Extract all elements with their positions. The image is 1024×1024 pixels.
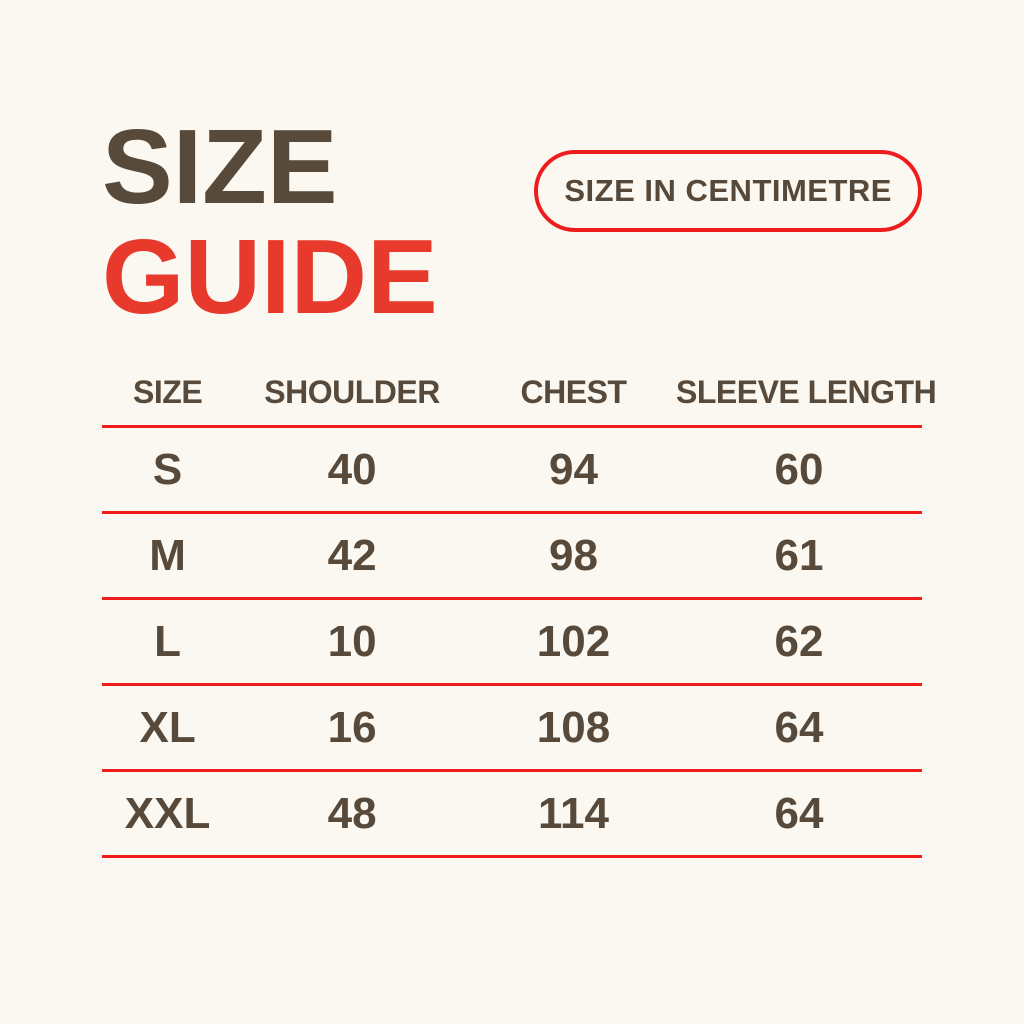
column-header-shoulder: SHOULDER (264, 374, 440, 410)
table-cell-size: S (152, 444, 183, 494)
column-header-sleeve-length: SLEEVE LENGTH (675, 374, 937, 410)
column-header-size: SIZE (133, 374, 203, 410)
column-header-chest: CHEST (520, 374, 627, 410)
table-cell-shoulder: 48 (327, 788, 377, 838)
table-cell-shoulder: 16 (327, 702, 377, 752)
table-cell-sleeve-length: 64 (774, 788, 824, 838)
table-cell-sleeve-length: 62 (774, 616, 824, 666)
table-header-row: SIZE SHOULDER CHEST SLEEVE LENGTH (102, 360, 937, 428)
table-cell-sleeve-length: 64 (774, 702, 824, 752)
table-row-xxl: XXL 48 114 64 (102, 772, 922, 858)
table-cell-size: XL (139, 702, 196, 752)
table-cell-shoulder: 42 (327, 530, 377, 580)
size-table: SIZE SHOULDER CHEST SLEEVE LENGTH S 40 9… (102, 360, 937, 858)
table-cell-size: XXL (124, 788, 211, 838)
table-row-m: M 42 98 61 (102, 514, 922, 600)
table-cell-chest: 108 (536, 702, 611, 752)
table-cell-size: M (149, 530, 186, 580)
page-title-line1: SIZE (102, 108, 338, 226)
table-row-s: S 40 94 60 (102, 428, 922, 514)
table-cell-chest: 94 (549, 444, 598, 494)
page-title: SIZE GUIDE (102, 108, 438, 337)
table-cell-size: L (154, 616, 182, 666)
table-cell-chest: 98 (549, 530, 598, 580)
table-cell-chest: 102 (536, 616, 611, 666)
table-cell-sleeve-length: 60 (774, 444, 824, 494)
table-cell-shoulder: 40 (327, 444, 377, 494)
table-cell-chest: 114 (537, 788, 609, 838)
page-title-line2: GUIDE (102, 218, 438, 337)
unit-badge-label: SIZE IN CENTIMETRE (564, 173, 892, 208)
poster-header: SIZE GUIDE SIZE IN CENTIMETRE (102, 112, 922, 332)
table-row-xl: XL 16 108 64 (102, 686, 922, 772)
table-cell-shoulder: 10 (327, 616, 377, 666)
table-row-l: L 10 102 62 (102, 600, 922, 686)
table-cell-sleeve-length: 61 (774, 530, 824, 580)
unit-badge: SIZE IN CENTIMETRE (534, 150, 922, 232)
